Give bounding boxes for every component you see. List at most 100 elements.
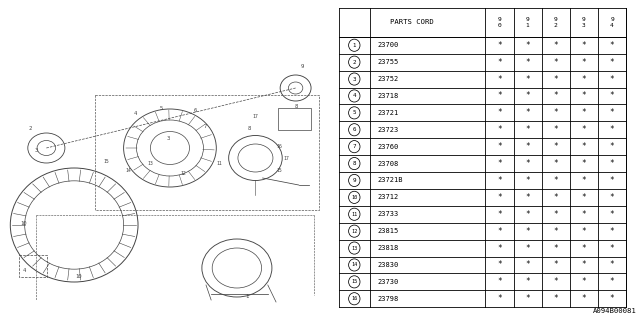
Text: 14: 14 xyxy=(125,168,131,173)
Text: *: * xyxy=(525,277,530,286)
Text: *: * xyxy=(610,176,614,185)
Text: *: * xyxy=(582,227,586,236)
Text: 8: 8 xyxy=(353,161,356,166)
Text: *: * xyxy=(497,108,502,117)
Text: *: * xyxy=(582,210,586,219)
Text: *: * xyxy=(582,277,586,286)
Text: PARTS CORD: PARTS CORD xyxy=(390,20,434,25)
Text: *: * xyxy=(525,142,530,151)
Text: 8: 8 xyxy=(247,126,250,131)
Text: *: * xyxy=(554,125,558,134)
Text: *: * xyxy=(497,159,502,168)
Text: *: * xyxy=(610,92,614,100)
Text: *: * xyxy=(525,176,530,185)
Text: *: * xyxy=(554,244,558,252)
Text: *: * xyxy=(497,210,502,219)
Text: 3: 3 xyxy=(167,136,170,141)
Text: 15: 15 xyxy=(351,279,357,284)
Bar xyxy=(278,108,311,130)
Text: *: * xyxy=(525,193,530,202)
Text: 23733: 23733 xyxy=(378,211,399,217)
Text: 3: 3 xyxy=(353,76,356,82)
Text: *: * xyxy=(554,92,558,100)
Text: 9
2: 9 2 xyxy=(554,17,557,28)
Text: 2: 2 xyxy=(353,60,356,65)
Text: 23700: 23700 xyxy=(378,42,399,48)
Text: *: * xyxy=(497,142,502,151)
Text: *: * xyxy=(525,227,530,236)
Text: 9
1: 9 1 xyxy=(525,17,529,28)
Text: *: * xyxy=(525,244,530,252)
Text: *: * xyxy=(497,277,502,286)
Text: *: * xyxy=(554,142,558,151)
Text: 23721B: 23721B xyxy=(378,178,403,183)
Text: *: * xyxy=(554,193,558,202)
Text: 13: 13 xyxy=(147,161,153,166)
Text: *: * xyxy=(582,159,586,168)
Text: 9
4: 9 4 xyxy=(610,17,614,28)
Text: 9: 9 xyxy=(301,64,304,69)
Text: *: * xyxy=(610,142,614,151)
Text: 13: 13 xyxy=(351,245,357,251)
Text: *: * xyxy=(497,125,502,134)
Text: 23712: 23712 xyxy=(378,194,399,200)
Text: 15: 15 xyxy=(276,168,282,173)
Text: 17: 17 xyxy=(252,114,258,119)
Text: A094B00081: A094B00081 xyxy=(593,308,637,314)
Text: *: * xyxy=(610,41,614,50)
Text: *: * xyxy=(610,159,614,168)
Text: *: * xyxy=(582,108,586,117)
Text: *: * xyxy=(610,294,614,303)
Text: 9
0: 9 0 xyxy=(497,17,501,28)
Text: 6: 6 xyxy=(194,108,197,113)
Text: *: * xyxy=(554,260,558,269)
Text: 17: 17 xyxy=(284,156,289,161)
Text: 8: 8 xyxy=(294,104,298,109)
Text: *: * xyxy=(582,260,586,269)
Text: 23708: 23708 xyxy=(378,161,399,166)
Text: *: * xyxy=(525,260,530,269)
Text: *: * xyxy=(582,92,586,100)
Text: *: * xyxy=(525,159,530,168)
Text: *: * xyxy=(554,277,558,286)
Text: *: * xyxy=(497,244,502,252)
Text: 9: 9 xyxy=(353,178,356,183)
Text: 23760: 23760 xyxy=(378,144,399,150)
Text: 23755: 23755 xyxy=(378,59,399,65)
Text: 4: 4 xyxy=(353,93,356,99)
Text: *: * xyxy=(554,108,558,117)
Text: 23730: 23730 xyxy=(378,279,399,285)
Text: 12: 12 xyxy=(180,171,186,176)
Text: 3: 3 xyxy=(35,148,38,153)
Text: *: * xyxy=(610,75,614,84)
Bar xyxy=(19,255,47,277)
Text: *: * xyxy=(525,210,530,219)
Text: *: * xyxy=(497,75,502,84)
Text: *: * xyxy=(582,142,586,151)
Text: *: * xyxy=(525,92,530,100)
Text: 15: 15 xyxy=(103,159,109,164)
Text: *: * xyxy=(497,58,502,67)
Text: 1: 1 xyxy=(245,294,248,299)
Text: 23752: 23752 xyxy=(378,76,399,82)
Text: *: * xyxy=(582,193,586,202)
Text: 10: 10 xyxy=(351,195,357,200)
Text: 14: 14 xyxy=(351,262,357,268)
Text: 16: 16 xyxy=(276,144,282,149)
Text: 12: 12 xyxy=(351,229,357,234)
Text: *: * xyxy=(497,193,502,202)
Text: 23718: 23718 xyxy=(378,93,399,99)
Text: *: * xyxy=(610,210,614,219)
Text: 4: 4 xyxy=(134,111,137,116)
Text: *: * xyxy=(554,176,558,185)
Text: *: * xyxy=(497,176,502,185)
Text: *: * xyxy=(554,58,558,67)
Text: 4: 4 xyxy=(22,268,26,273)
Text: 16: 16 xyxy=(351,296,357,301)
Text: *: * xyxy=(525,125,530,134)
Text: *: * xyxy=(582,176,586,185)
Text: *: * xyxy=(525,58,530,67)
Text: *: * xyxy=(610,277,614,286)
Text: 2: 2 xyxy=(29,126,32,131)
Text: 6: 6 xyxy=(353,127,356,132)
